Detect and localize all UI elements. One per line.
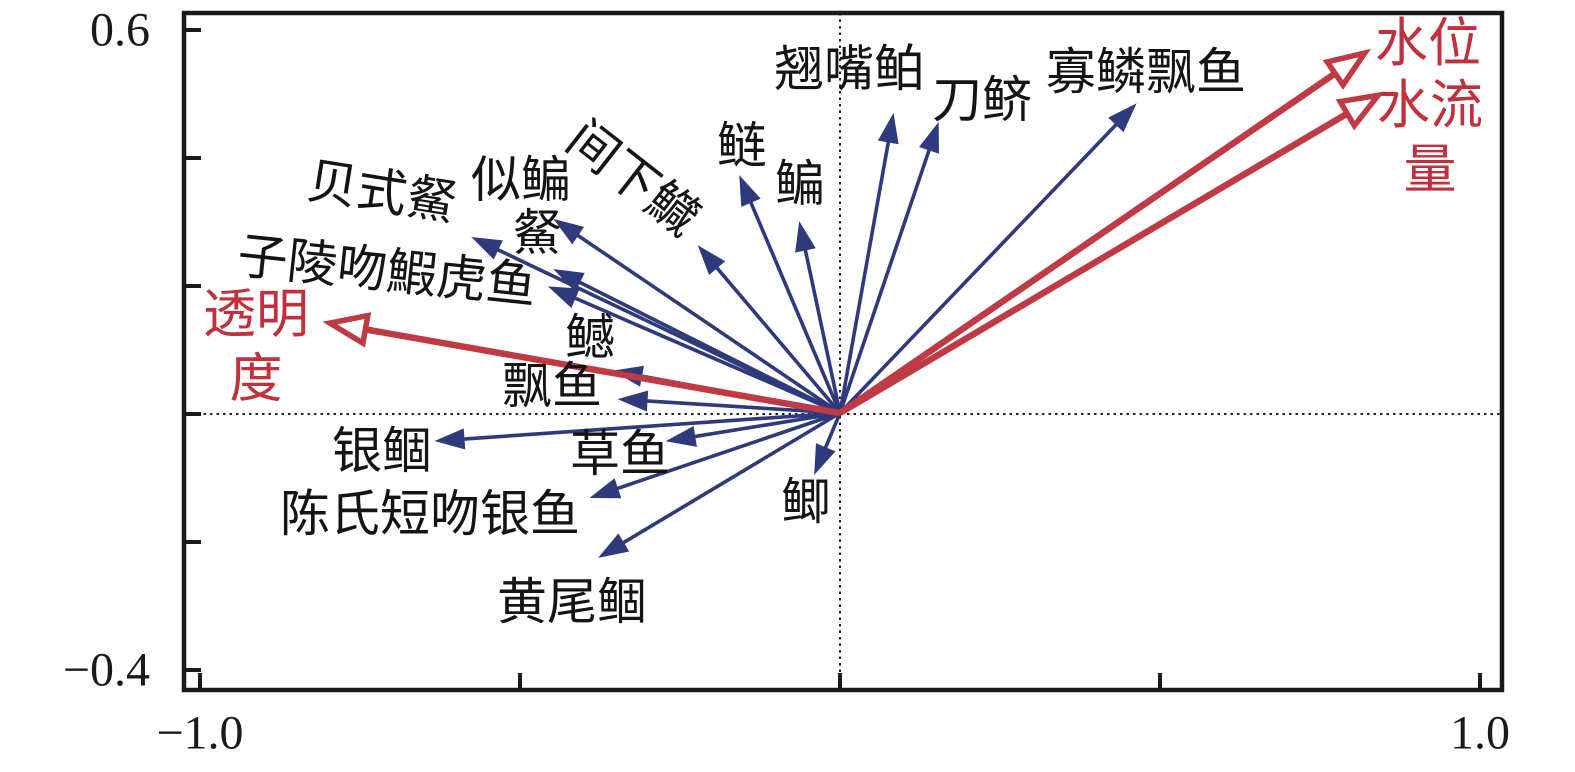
env-透明度-label: 度: [230, 351, 283, 409]
env-arrow-透明度-shaft: [364, 326, 841, 417]
env-arrow-水流量-head: [1335, 91, 1385, 131]
species-寡鳞飘鱼-label: 寡鳞飘鱼: [1046, 44, 1246, 100]
y-axis-tick-label: 0.6: [90, 4, 150, 57]
species-arrow-草鱼-shaft: [694, 411, 841, 439]
plot-border: [181, 10, 1505, 693]
species-䱗-label: 䱗: [512, 205, 562, 261]
species-鲢-label: 鲢: [717, 118, 767, 174]
species-似鳊-label: 似鳊: [471, 152, 571, 208]
env-水流量-label: 量: [1404, 142, 1457, 200]
species-arrow-鲢-shaft: [749, 201, 842, 414]
species-arrow-飘鱼-shaft: [646, 399, 841, 415]
species-鳊-label: 鳊: [775, 156, 825, 212]
species-arrow-刀鲚-shaft: [838, 149, 931, 414]
species-arrow-贝式䱗-shaft: [496, 248, 841, 415]
species-arrow-陈氏短吻银鱼-head: [589, 478, 622, 499]
species-arrow-银鲴-head: [434, 428, 466, 450]
species-黄尾鲴-label: 黄尾鲴: [497, 574, 647, 630]
species-arrow-飘鱼-head: [617, 390, 649, 412]
x-axis-tick-label: 1.0: [1450, 707, 1510, 760]
species-陈氏短吻银鱼-label: 陈氏短吻银鱼: [280, 486, 580, 542]
species-arrow-翘嘴鲌-head: [877, 112, 899, 145]
species-arrow-黄尾鲴-shaft: [622, 411, 841, 545]
species-arrow-黄尾鲴-head: [598, 533, 630, 558]
species-贝式䱗-label: 贝式䱗: [304, 153, 461, 232]
species-arrow-陈氏短吻银鱼-shaft: [616, 411, 841, 491]
species-银鲴-label: 银鲴: [332, 423, 432, 479]
env-透明度-label: 透明: [203, 286, 309, 344]
species-arrow-鲫-head: [814, 443, 836, 475]
species-arrow-鲫-shaft: [823, 412, 842, 449]
species-arrow-子陵吻鰕虎鱼-head: [548, 286, 580, 309]
y-axis-tick-label: −0.4: [63, 644, 150, 697]
env-水流量-label: 水流: [1377, 77, 1483, 135]
env-arrow-水位-shaft: [838, 70, 1337, 416]
env-水位-label: 水位: [1375, 15, 1481, 73]
env-arrow-水流量-shaft: [838, 110, 1349, 416]
species-草鱼-label: 草鱼: [570, 426, 670, 482]
env-arrow-透明度-head: [322, 312, 372, 348]
species-翘嘴鲌-label: 翘嘴鲌: [774, 41, 924, 97]
species-刀鲚-label: 刀鲚: [932, 72, 1032, 128]
species-arrow-间下鱵-shaft: [715, 266, 842, 415]
species-arrow-鳊-shaft: [803, 249, 842, 414]
x-axis-tick-label: −1.0: [156, 707, 243, 760]
species-arrow-寡鳞飘鱼-head: [1108, 103, 1137, 133]
species-arrow-贝式䱗-head: [471, 237, 503, 260]
species-arrow-间下鱵-head: [697, 245, 726, 275]
species-arrow-似鳊-shaft: [576, 233, 842, 415]
species-arrow-草鱼-head: [665, 426, 697, 447]
species-arrow-银鲴-shaft: [463, 411, 841, 441]
species-arrow-鲢-head: [739, 175, 761, 207]
species-飘鱼-label: 飘鱼: [502, 358, 602, 414]
species-arrow-鳊-head: [795, 221, 816, 253]
species-arrow-似鳊-head: [553, 218, 585, 245]
species-arrow-翘嘴鲌-shaft: [838, 141, 891, 414]
species-arrow-寡鳞飘鱼-shaft: [838, 123, 1118, 415]
species-鲫-label: 鲫: [781, 474, 831, 530]
env-arrow-水位-head: [1322, 48, 1372, 90]
species-arrow-刀鲚-head: [919, 121, 940, 154]
species-鳡-label: 鳡: [565, 310, 615, 366]
